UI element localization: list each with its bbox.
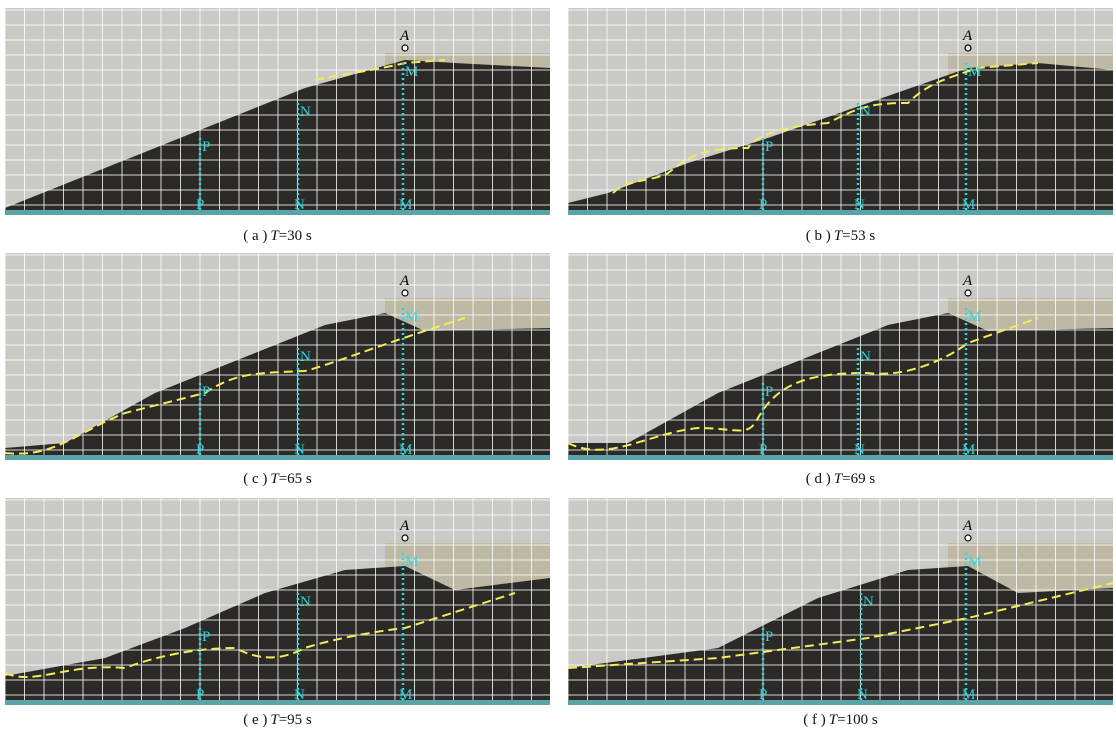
monitor-label: N (294, 197, 305, 213)
caption-time: =95 s (279, 712, 312, 728)
caption-letter: ( b ) (806, 228, 831, 244)
caption-letter: ( d ) (806, 471, 831, 487)
monitor-label: N (854, 197, 865, 213)
base (5, 210, 550, 215)
base (568, 700, 1113, 705)
panel: P P N N M M A (5, 8, 550, 215)
monitor-label: M (399, 197, 412, 213)
caption-letter: ( f ) (803, 712, 826, 728)
monitor-label: N (300, 594, 311, 610)
point-a-label: A (962, 273, 973, 289)
base (5, 700, 550, 705)
panel: P P N N M M A (5, 253, 550, 460)
monitor-label: N (294, 442, 305, 458)
monitor-label: P (202, 139, 210, 155)
monitor-label: N (857, 687, 868, 703)
figure: P P N N M M A ( a )T=30 s P P N N M M A ( b )T=53 s P P N N… (0, 0, 1116, 735)
monitor-label: N (300, 349, 311, 365)
caption: ( b )T=53 s (806, 228, 876, 244)
monitor-label: M (405, 64, 418, 80)
point-a (965, 290, 971, 296)
monitor-label: P (196, 687, 204, 703)
monitor-label: M (405, 309, 418, 325)
monitor-label: P (765, 384, 773, 400)
monitor-label: P (202, 384, 210, 400)
monitor-label: N (860, 104, 871, 120)
monitor-label: M (962, 197, 975, 213)
monitor-label: M (399, 442, 412, 458)
caption: ( d )T=69 s (806, 471, 876, 487)
caption: ( a )T=30 s (243, 228, 312, 244)
panel: P P N N M M A (568, 8, 1113, 215)
monitor-label: P (765, 139, 773, 155)
caption-time: =100 s (837, 712, 878, 728)
point-a (402, 45, 408, 51)
panel: P P N N M M A (568, 253, 1113, 460)
base (5, 455, 550, 460)
base (568, 210, 1113, 215)
monitor-label: P (759, 197, 767, 213)
monitor-label: N (294, 687, 305, 703)
caption: ( f )T=100 s (803, 712, 878, 728)
monitor-label: M (399, 687, 412, 703)
monitor-label: M (962, 442, 975, 458)
caption-time: =30 s (279, 228, 312, 244)
point-a (965, 535, 971, 541)
caption-letter: ( e ) (243, 712, 267, 728)
point-a (402, 535, 408, 541)
monitor-label: P (196, 442, 204, 458)
point-a-label: A (962, 518, 973, 534)
monitor-label: M (962, 687, 975, 703)
monitor-label: P (759, 687, 767, 703)
monitor-label: M (405, 554, 418, 570)
caption-time: =69 s (842, 471, 875, 487)
monitor-label: N (854, 442, 865, 458)
monitor-label: M (968, 554, 981, 570)
point-a-label: A (399, 273, 410, 289)
monitor-label: M (968, 64, 981, 80)
point-a (965, 45, 971, 51)
caption-time: =65 s (279, 471, 312, 487)
point-a (402, 290, 408, 296)
point-a-label: A (962, 28, 973, 44)
monitor-label: P (202, 629, 210, 645)
monitor-label: N (860, 349, 871, 365)
point-a-label: A (399, 518, 410, 534)
monitor-label: P (765, 629, 773, 645)
monitor-label: M (968, 309, 981, 325)
monitor-label: P (196, 197, 204, 213)
panel: P P N N M M A (568, 498, 1113, 705)
caption-time: =53 s (842, 228, 875, 244)
point-a-label: A (399, 28, 410, 44)
base (568, 455, 1113, 460)
monitor-label: N (863, 594, 874, 610)
caption-letter: ( a ) (243, 228, 267, 244)
monitor-label: P (759, 442, 767, 458)
caption-letter: ( c ) (243, 471, 267, 487)
caption: ( e )T=95 s (243, 712, 312, 728)
caption: ( c )T=65 s (243, 471, 312, 487)
monitor-label: N (300, 104, 311, 120)
panel: P P N N M M A (5, 498, 550, 705)
